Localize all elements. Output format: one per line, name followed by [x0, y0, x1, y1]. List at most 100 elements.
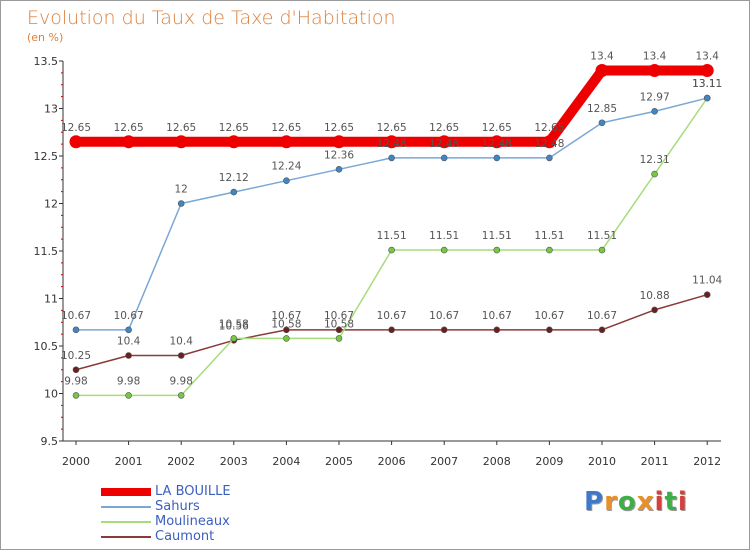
data-point [72, 326, 80, 334]
data-label: 13.4 [696, 51, 720, 63]
data-point [490, 135, 504, 149]
data-label: 10.56 [219, 320, 249, 332]
data-point [598, 119, 606, 127]
data-label: 10.67 [324, 310, 354, 322]
data-point [125, 352, 132, 359]
y-tick-label: 12 [44, 198, 58, 211]
data-label: 12.48 [482, 138, 512, 150]
data-label: 12.65 [166, 122, 196, 134]
data-point [546, 154, 553, 162]
data-point [125, 392, 132, 399]
data-label: 11.51 [377, 230, 407, 242]
data-point [230, 335, 238, 342]
data-label: 9.98 [117, 375, 140, 387]
data-point [651, 108, 658, 115]
x-tick-label: 2008 [483, 455, 511, 468]
data-label: 9.98 [64, 375, 87, 387]
data-label: 10.88 [640, 290, 670, 302]
data-point [595, 64, 609, 77]
data-point [437, 135, 451, 149]
legend-swatch [101, 521, 151, 523]
data-point [493, 246, 501, 254]
data-point [69, 135, 83, 149]
legend-label: Moulineaux [155, 514, 230, 529]
x-tick-label: 2005 [325, 455, 353, 468]
y-tick-label: 11.5 [34, 245, 59, 258]
data-point [703, 291, 711, 299]
x-tick-label: 2006 [378, 455, 406, 468]
data-point [279, 135, 293, 149]
data-point [546, 246, 553, 254]
x-tick-label: 2001 [115, 455, 143, 468]
x-tick-label: 2003 [220, 455, 248, 468]
data-label: 12.36 [324, 149, 354, 161]
data-point [440, 326, 448, 334]
data-point [283, 326, 290, 334]
data-label: 10.67 [587, 310, 617, 322]
y-tick-label: 13.5 [34, 55, 59, 68]
data-label: 11.51 [587, 230, 617, 242]
data-point [440, 154, 448, 162]
data-point [122, 135, 136, 149]
data-label: 12.65 [377, 122, 407, 134]
data-point [335, 166, 343, 173]
y-tick-label: 9.5 [41, 435, 59, 448]
legend-swatch [101, 488, 151, 496]
data-point [72, 392, 80, 399]
data-point [648, 64, 662, 77]
data-label: 12.12 [219, 172, 249, 184]
y-tick-label: 10 [44, 388, 58, 401]
data-point [493, 326, 501, 334]
legend-label: Sahurs [155, 499, 200, 514]
data-label: 12.24 [271, 161, 301, 173]
chart-title: Evolution du Taux de Taxe d'Habitation [27, 7, 396, 29]
data-label: 12.31 [640, 154, 670, 166]
data-point [335, 335, 343, 342]
data-label: 10.58 [219, 318, 249, 330]
data-label: 12.65 [61, 122, 91, 134]
y-tick-label: 12.5 [34, 150, 59, 163]
data-label: 12 [175, 184, 188, 196]
data-label: 10.67 [482, 310, 512, 322]
x-tick-label: 2002 [167, 455, 195, 468]
data-label: 11.51 [482, 230, 512, 242]
data-label: 12.65 [271, 122, 301, 134]
x-tick-label: 2012 [693, 455, 721, 468]
data-point [388, 246, 395, 254]
data-label: 13.4 [590, 51, 614, 63]
x-tick-label: 2011 [641, 455, 669, 468]
x-tick-label: 2000 [62, 455, 90, 468]
data-label: 10.67 [271, 310, 301, 322]
data-point [700, 64, 714, 77]
data-label: 10.67 [377, 310, 407, 322]
data-label: 11.51 [534, 230, 564, 242]
data-label: 12.85 [587, 103, 617, 115]
data-label: 10.67 [61, 310, 91, 322]
data-label: 12.48 [429, 138, 459, 150]
data-point [493, 154, 501, 162]
data-label: 12.65 [482, 122, 512, 134]
data-point [227, 135, 241, 149]
data-label: 12.48 [534, 138, 564, 150]
data-label: 10.67 [114, 310, 144, 322]
data-point [546, 326, 553, 334]
legend-item: Caumont [101, 529, 321, 545]
data-label: 12.65 [534, 122, 564, 134]
data-label: 13.11 [692, 78, 722, 90]
data-point [440, 246, 448, 254]
data-point [703, 94, 711, 102]
data-point [335, 326, 343, 334]
data-point [174, 135, 188, 149]
data-point [598, 246, 606, 254]
data-point [177, 200, 185, 207]
x-tick-label: 2004 [272, 455, 300, 468]
data-point [598, 326, 606, 334]
legend-label: Caumont [155, 529, 215, 544]
chart-unit-label: (en %) [27, 31, 64, 44]
data-point [283, 177, 290, 184]
data-label: 9.98 [170, 375, 193, 387]
y-tick-label: 11 [44, 293, 58, 306]
data-label: 12.97 [640, 91, 670, 103]
